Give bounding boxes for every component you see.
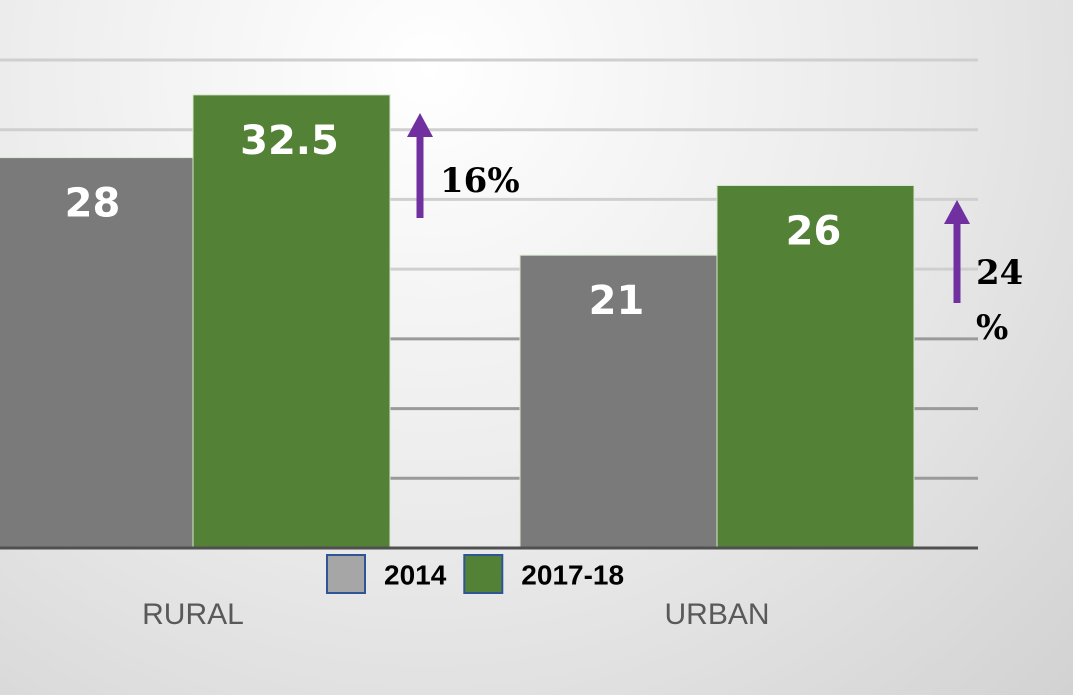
legend-label: 2014 — [384, 559, 447, 590]
x-tick-label: URBAN — [664, 598, 769, 631]
annotation: 24 — [976, 253, 1023, 293]
bar — [716, 184, 915, 549]
bar — [192, 94, 391, 549]
x-tick-label: RURAL — [142, 598, 244, 631]
data-label: 26 — [786, 208, 842, 254]
data-label: 21 — [589, 278, 645, 324]
data-label: 28 — [65, 181, 121, 227]
legend-swatch — [326, 554, 366, 594]
legend-label: 2017-18 — [521, 559, 624, 590]
data-label: 32.5 — [240, 118, 339, 164]
bar — [519, 254, 718, 549]
annotation: 16% — [440, 161, 520, 201]
legend-swatch — [463, 554, 504, 594]
bar — [0, 157, 194, 549]
annotation: % — [976, 308, 1008, 348]
arrow-head — [944, 200, 970, 224]
arrow-head — [407, 113, 433, 137]
